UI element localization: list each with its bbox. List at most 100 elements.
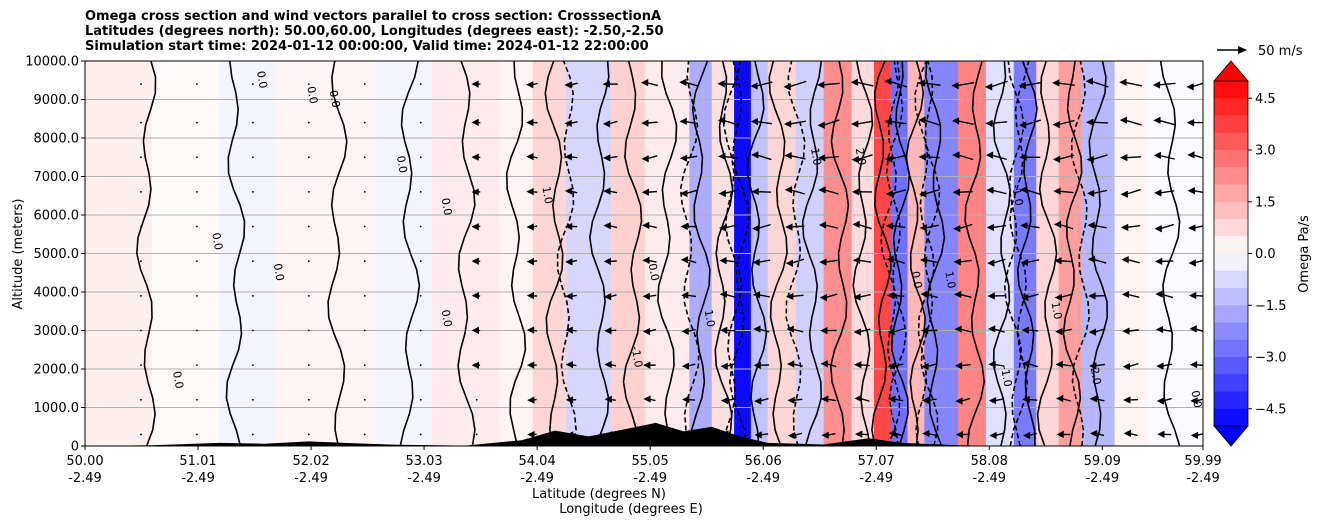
zero-contour <box>852 61 874 446</box>
wind-vector <box>641 155 658 163</box>
title-line-3: Simulation start time: 2024-01-12 00:00:… <box>85 39 649 54</box>
wind-vector <box>140 156 142 159</box>
wind-vector <box>1085 77 1109 88</box>
wind-vector <box>526 361 537 369</box>
wind-vector <box>471 292 481 300</box>
wind-vector <box>884 117 907 126</box>
x-tick-label-longitude: -2.49 <box>181 471 215 486</box>
wind-vector <box>751 151 772 161</box>
wind-vector <box>475 433 478 436</box>
wind-vector <box>1121 255 1140 264</box>
wind-vector <box>919 224 939 232</box>
zero-contour <box>768 61 788 446</box>
wind-vector <box>888 395 904 403</box>
colorbar-segment <box>1214 201 1248 220</box>
wind-vector <box>419 121 422 124</box>
wind-vector <box>720 396 735 405</box>
x-tick-label-latitude: 56.06 <box>745 454 782 469</box>
negative-contour <box>556 61 577 446</box>
zero-contour <box>544 61 564 446</box>
wind-vector <box>1052 79 1075 87</box>
wind-vector <box>1021 293 1039 302</box>
colorbar-segment <box>1214 98 1248 116</box>
wind-vector <box>565 326 577 334</box>
wind-vector <box>527 396 537 404</box>
wind-vector <box>955 430 970 439</box>
zero-contour <box>327 61 348 446</box>
contour-label: 0.0 <box>909 270 925 289</box>
negative-contour <box>721 61 743 446</box>
y-tick-label: 1000.0 <box>34 401 80 416</box>
wind-vector <box>1052 154 1075 163</box>
colorbar-segment <box>1214 391 1248 410</box>
wind-vector <box>526 292 538 300</box>
wind-vector <box>140 398 142 401</box>
x-tick-label-latitude: 59.99 <box>1184 454 1221 469</box>
wind-vector <box>1018 81 1042 90</box>
contour-label: 1.0 <box>942 270 958 289</box>
wind-vector <box>419 398 422 401</box>
x-tick-label-longitude: -2.49 <box>972 471 1006 486</box>
y-tick-label: 10000.0 <box>25 55 79 70</box>
wind-vector <box>1152 81 1176 89</box>
wind-vector <box>750 117 772 126</box>
wind-vector <box>987 258 1006 267</box>
wind-vector <box>471 326 481 335</box>
wind-vector <box>680 189 698 198</box>
x-tick-label-longitude: -2.49 <box>633 471 667 486</box>
wind-vector <box>888 429 903 437</box>
wind-vector <box>921 396 937 405</box>
wind-vector <box>1121 290 1140 299</box>
wind-vector <box>1123 396 1139 404</box>
wind-vector <box>526 118 538 127</box>
wind-vector <box>951 81 975 90</box>
wind-vector <box>1088 292 1106 300</box>
wind-vector <box>1055 360 1072 369</box>
colorbar-tick-label: 4.5 <box>1255 92 1276 107</box>
wind-vectors <box>140 77 1203 440</box>
wind-vector <box>196 329 198 332</box>
wind-vector <box>951 117 974 126</box>
wind-vector <box>919 256 939 264</box>
x-tick-label-latitude: 52.02 <box>292 454 329 469</box>
wind-vector <box>1120 188 1141 198</box>
x-axis-label-latitude: Latitude (degrees N) <box>532 487 666 502</box>
wind-vector <box>603 221 618 230</box>
wind-vector <box>787 396 803 404</box>
wind-vector <box>1190 397 1203 405</box>
wind-vector <box>718 152 738 161</box>
wind-vector <box>783 120 806 128</box>
wind-vector <box>786 325 804 333</box>
colorbar-segment <box>1214 253 1248 272</box>
wind-vector <box>1056 394 1072 403</box>
wind-vector <box>1088 328 1106 336</box>
wind-vector <box>565 396 577 404</box>
wind-vector <box>720 326 736 334</box>
grid-lines <box>85 61 1203 446</box>
zero-contour <box>829 61 850 446</box>
wind-vector <box>363 83 366 85</box>
wind-vector <box>363 260 366 263</box>
wind-vector <box>251 364 254 367</box>
wind-vector <box>1086 189 1108 198</box>
wind-vector <box>854 361 870 369</box>
wind-vector <box>821 395 836 403</box>
zero-contour <box>457 61 476 446</box>
wind-vector <box>1155 257 1174 266</box>
wind-vector <box>564 187 578 195</box>
wind-vector <box>640 78 658 87</box>
wind-vector <box>1156 362 1173 370</box>
colorbar-segment <box>1214 167 1248 185</box>
wind-vector <box>853 293 871 301</box>
zero-contour <box>890 61 911 446</box>
wind-vector <box>196 225 198 228</box>
zero-contour <box>905 61 927 446</box>
colorbar-tick-label: −1.5 <box>1255 299 1287 314</box>
wind-vector <box>196 260 198 263</box>
wind-vector <box>603 187 618 195</box>
wind-vector <box>604 395 616 403</box>
wind-vector <box>851 120 874 128</box>
colorbar-segment <box>1214 132 1248 151</box>
wind-vector <box>1187 151 1203 159</box>
wind-vector <box>307 83 310 85</box>
